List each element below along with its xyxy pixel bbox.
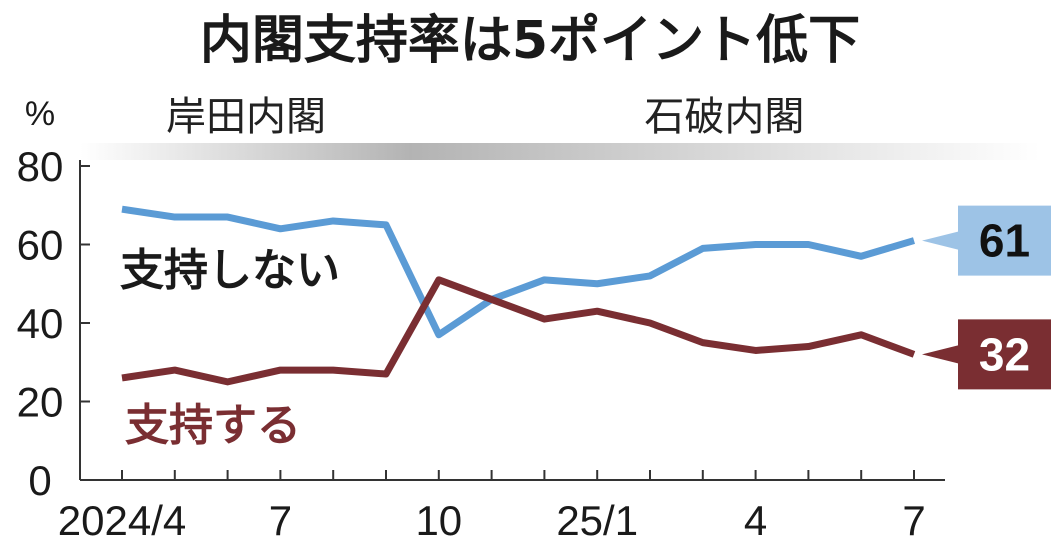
y-tick-label: 40 <box>17 300 64 347</box>
chart-title: 内閣支持率は5ポイント低下 <box>200 11 860 71</box>
x-tick-label: 25/1 <box>556 497 638 544</box>
tick-labels: 0 20 40 60 80 2024/4 7 10 25/1 4 7 <box>17 143 926 544</box>
x-tick-label: 10 <box>415 497 462 544</box>
era-bar <box>80 143 412 160</box>
era-label: 岸田内閣 <box>166 94 326 140</box>
end-label-box-approve <box>922 319 1051 390</box>
era-bar <box>408 143 1040 160</box>
y-unit-label: % <box>25 95 55 133</box>
series-labels: 支持しない 61 支持する 32 <box>120 205 1051 451</box>
end-label-box-disapprove <box>922 205 1051 276</box>
y-tick-label: 20 <box>17 379 64 426</box>
era-bars: 岸田内閣 石破内閣 <box>80 94 1040 160</box>
y-tick-label: 60 <box>17 222 64 269</box>
y-tick-label: 80 <box>17 143 64 190</box>
end-label-disapprove: 61 <box>979 215 1030 267</box>
series-name-label-approve: 支持する <box>125 400 301 451</box>
series-lines <box>121 205 916 386</box>
x-tick-label: 7 <box>902 497 925 544</box>
series-line-approve <box>121 276 916 386</box>
end-label-approve: 32 <box>979 328 1030 380</box>
y-tick-label: 0 <box>28 457 51 504</box>
x-tick-label: 7 <box>269 497 292 544</box>
series-line-disapprove <box>121 205 915 339</box>
axes <box>79 160 945 481</box>
series-name-label-disapprove: 支持しない <box>120 245 340 296</box>
era-label: 石破内閣 <box>644 94 804 140</box>
x-tick-label: 2024/4 <box>58 497 186 544</box>
x-tick-label: 4 <box>744 497 767 544</box>
